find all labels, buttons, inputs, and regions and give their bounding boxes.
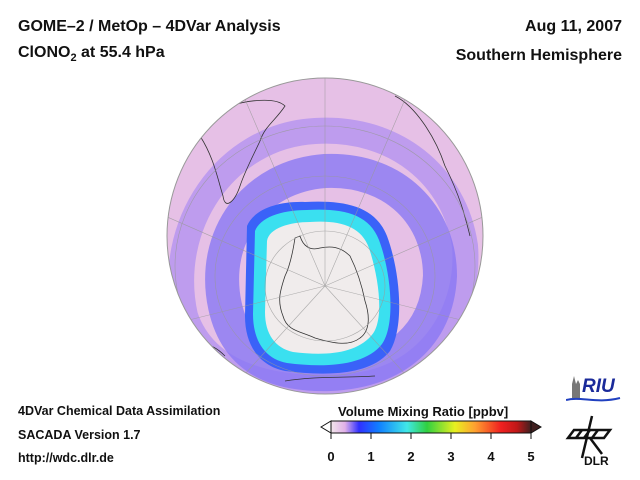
footer-assimilation: 4DVar Chemical Data Assimilation [18,404,221,418]
species-name: ClONO [18,44,71,61]
cathedral-icon [572,376,580,398]
southern-coastline [284,375,376,382]
globe-outline [166,77,484,395]
species-label: ClONO2 at 55.4 hPa [18,44,165,64]
colorbar-gradient [330,420,532,434]
date-label: Aug 11, 2007 [525,18,622,35]
colorbar-max-arrow [530,420,542,434]
colorbar-tick-label: 0 [327,449,335,464]
species-subscript: 2 [70,52,77,64]
footer-url[interactable]: http://wdc.dlr.de [18,451,114,465]
pressure-level: at 55.4 hPa [76,44,165,61]
plot-title: GOME–2 / MetOp – 4DVar Analysis [18,18,281,35]
colorbar-title: Volume Mixing Ratio [ppbv] [338,404,509,419]
globe-map [166,77,484,395]
colorbar-min-arrow [320,420,332,434]
dlr-logo: DLR [562,412,618,473]
dlr-logo-text: DLR [584,454,609,468]
colorbar-tick-label: 5 [527,449,535,464]
region-label: Southern Hemisphere [455,47,622,64]
colorbar-tick-label: 1 [367,449,375,464]
dlr-emblem-icon [565,415,613,459]
africa-coastline [394,95,471,237]
colorbar-tick-label: 4 [487,449,495,464]
riu-logo: RIU [565,370,622,409]
colorbar-tick-label: 2 [407,449,415,464]
colorbar-tick-label: 3 [447,449,455,464]
antarctica-coastline [279,235,369,344]
footer-version: SACADA Version 1.7 [18,428,141,442]
colorbar [320,420,542,439]
river-wave-icon [565,397,621,402]
riu-logo-text: RIU [582,376,616,397]
colorbar-ticks [330,433,532,439]
